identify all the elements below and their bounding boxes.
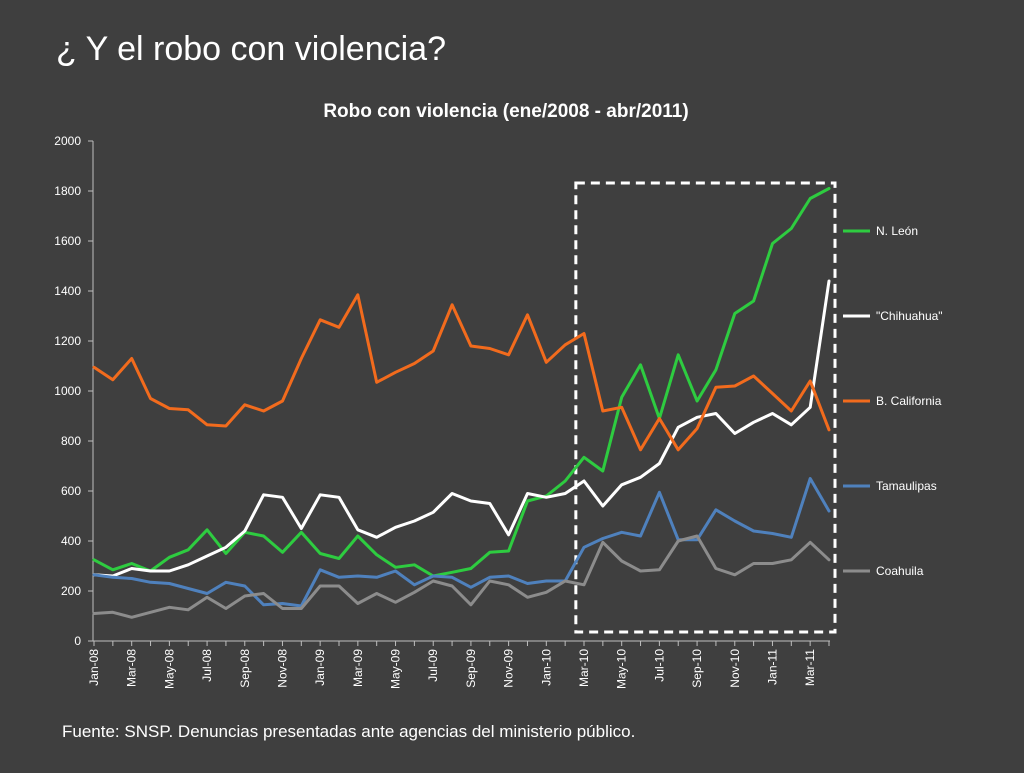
slide-title: ¿ Y el robo con violencia? [56,30,446,68]
series-line-2 [92,279,831,578]
series-line-5 [92,534,831,619]
x-tick-label: May-08 [162,649,176,689]
y-tick-label: 1400 [54,284,81,298]
legend-label: "Chihuahua" [876,309,943,323]
series-line-3 [92,293,831,452]
x-tick-label: Mar-11 [803,649,817,686]
x-tick-label: Nov-10 [728,649,742,688]
x-tick-label: Jul-10 [652,649,666,682]
x-tick-label: Mar-10 [577,649,591,687]
y-tick-label: 600 [61,484,81,498]
y-tick-label: 1200 [54,334,81,348]
x-tick-label: Jan-11 [765,649,779,685]
highlight-box [574,181,837,634]
y-tick-label: 1600 [54,234,81,248]
legend-label: Coahuila [876,564,924,578]
x-tick-label: Nov-08 [275,649,289,688]
x-tick-label: Jan-09 [313,649,327,686]
x-tick-label: Sep-10 [690,649,704,688]
y-tick-label: 800 [61,434,81,448]
x-tick-label: May-09 [389,649,403,689]
chart-title: Robo con violencia (ene/2008 - abr/2011) [323,101,688,122]
x-tick-label: May-10 [615,649,629,689]
x-tick-label: Jul-08 [200,649,214,682]
x-tick-label: Jan-08 [87,649,101,686]
x-tick-label: Sep-09 [464,649,478,688]
x-tick-label: Mar-08 [125,649,139,687]
y-tick-label: 1800 [54,184,81,198]
y-tick-label: 0 [74,634,81,648]
y-tick-label: 400 [61,534,81,548]
x-tick-label: Jan-10 [539,649,553,686]
legend-label: Tamaulipas [876,479,937,493]
legend-label: B. California [876,394,942,408]
series-line-4 [92,477,831,608]
y-tick-label: 1000 [54,384,81,398]
legend-label: N. León [876,224,918,238]
x-tick-label: Jul-09 [426,649,440,682]
series-line-1 [92,187,831,578]
y-tick-label: 2000 [54,134,81,148]
x-tick-label: Nov-09 [502,649,516,688]
x-tick-label: Mar-09 [351,649,365,687]
source-footnote: Fuente: SNSP. Denuncias presentadas ante… [62,722,636,741]
y-tick-label: 200 [61,584,81,598]
x-tick-label: Sep-08 [238,649,252,688]
